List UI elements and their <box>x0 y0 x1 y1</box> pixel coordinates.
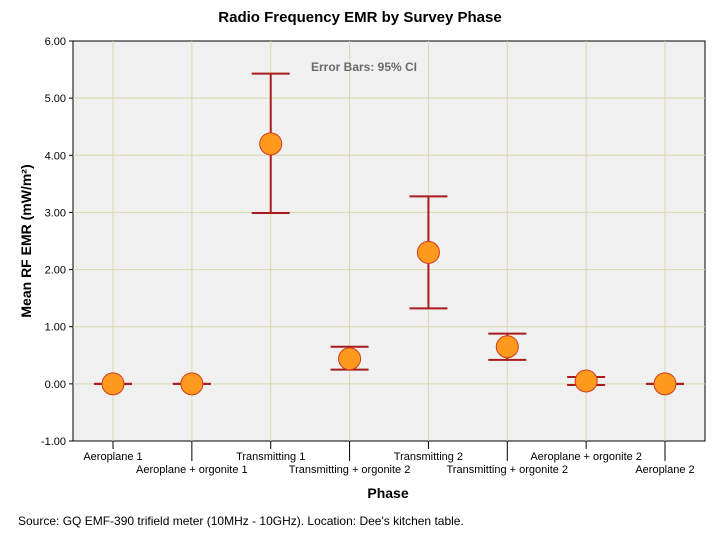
plot-area <box>72 40 706 442</box>
x-tick-label: Transmitting 1 <box>236 451 305 463</box>
mean-point <box>338 347 362 371</box>
mean-markers <box>101 132 677 396</box>
mean-point <box>416 240 440 264</box>
error-bar-annotation: Error Bars: 95% CI <box>311 60 417 74</box>
x-tick-label: Aeroplane 1 <box>83 451 142 463</box>
y-tick-label: -1.00 <box>41 436 66 448</box>
mean-point <box>495 335 519 359</box>
x-tick-label: Transmitting 2 <box>394 451 463 463</box>
x-axis-label: Phase <box>367 485 408 501</box>
mean-point <box>180 372 204 396</box>
mean-point <box>259 132 283 156</box>
mean-point <box>101 372 125 396</box>
y-axis: -1.00 0.00 1.00 2.00 3.00 4.00 5.00 6.00 <box>41 36 73 448</box>
mean-point <box>653 372 677 396</box>
x-tick-label: Aeroplane + orgonite 1 <box>136 464 248 476</box>
x-tick-label: Transmitting + orgonite 2 <box>446 464 568 476</box>
x-tick-label: Aeroplane 2 <box>635 464 694 476</box>
mean-point <box>574 369 598 393</box>
y-axis-label: Mean RF EMR (mW/m²) <box>18 164 34 317</box>
y-tick-label: 3.00 <box>45 207 66 219</box>
chart-title: Radio Frequency EMR by Survey Phase <box>218 9 501 26</box>
source-note: Source: GQ EMF-390 trifield meter (10MHz… <box>18 514 464 528</box>
x-tick-label: Aeroplane + orgonite 2 <box>530 451 642 463</box>
x-tick-label: Transmitting + orgonite 2 <box>289 464 411 476</box>
y-tick-label: 2.00 <box>45 265 66 277</box>
y-tick-label: 6.00 <box>45 36 66 48</box>
chart: Radio Frequency EMR by Survey Phase -1.0… <box>18 9 706 501</box>
y-tick-label: 5.00 <box>45 93 66 105</box>
y-tick-label: 4.00 <box>45 150 66 162</box>
y-tick-label: 0.00 <box>45 379 66 391</box>
y-tick-label: 1.00 <box>45 322 66 334</box>
